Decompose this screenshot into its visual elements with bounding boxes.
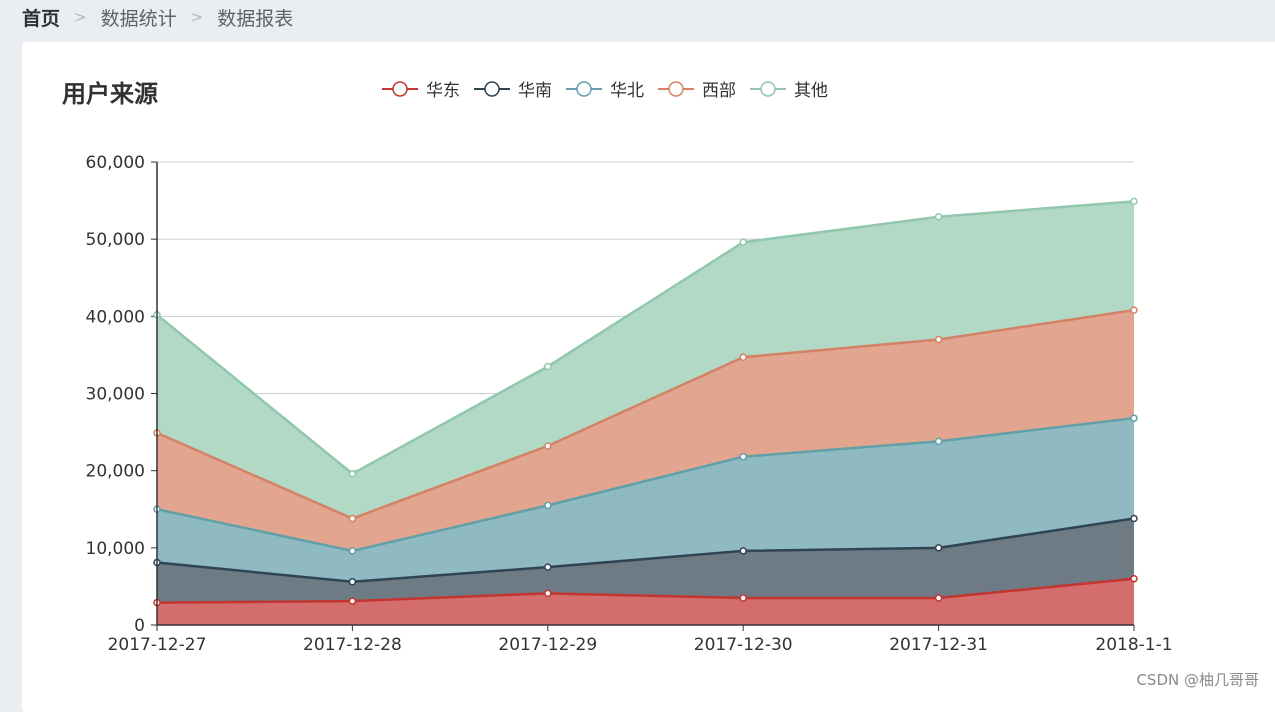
y-tick-label: 50,000 [86,230,145,250]
data-point [1130,306,1138,314]
legend-label: 华东 [426,81,460,101]
series-line-其他 [156,200,1135,476]
data-point [544,362,552,371]
data-point [739,353,747,361]
legend-marker-icon [382,80,418,97]
data-point [1130,414,1138,422]
y-tick-label: 0 [134,616,145,636]
legend-item[interactable]: 西部 [658,76,736,101]
card-title: 用户来源 [62,80,158,108]
x-tick-label: 2017-12-28 [303,635,402,655]
data-point [934,213,943,221]
x-tick-label: 2018-1-1 [1095,635,1172,655]
data-point [934,437,943,446]
data-point [348,470,357,478]
data-point [1130,574,1138,583]
area-西部 [157,310,1134,551]
data-point [934,544,943,552]
series-line-华东 [156,577,1135,604]
breadcrumb: 首页 > 数据统计 > 数据报表 [22,0,293,34]
legend-marker-icon [566,80,602,97]
series-line-西部 [156,308,1135,520]
area-其他 [157,201,1134,519]
legend-marker-icon [750,80,786,97]
legend-label: 华南 [518,81,552,101]
legend-item[interactable]: 华南 [474,76,552,101]
legend-item[interactable]: 华北 [566,76,644,101]
data-point [1130,514,1138,523]
legend-label: 华北 [610,81,644,101]
data-point [934,335,943,344]
legend-item[interactable]: 华东 [382,76,460,101]
data-point [1130,197,1138,206]
chart-legend: 华东 华南 华北 西部 其他 [382,76,842,101]
data-point [544,563,552,571]
x-tick-label: 2017-12-29 [498,635,597,655]
x-tick-label: 2017-12-30 [694,635,793,655]
y-tick-label: 20,000 [86,462,145,482]
breadcrumb-data-report: 数据报表 [217,7,294,30]
legend-marker-icon [658,80,694,97]
x-tick-label: 2017-12-27 [108,635,207,655]
area-华北 [157,418,1134,582]
breadcrumb-data-statistics[interactable]: 数据统计 [100,7,177,30]
series-line-华南 [156,517,1135,584]
legend-label: 西部 [702,81,736,101]
data-point [348,597,357,605]
legend-marker-icon [474,80,510,97]
data-point [934,594,943,602]
legend-label: 其他 [794,81,828,101]
area-华东 [157,578,1134,625]
x-tick-label: 2017-12-31 [889,635,988,655]
data-point [544,589,552,598]
y-tick-label: 10,000 [86,539,145,559]
breadcrumb-separator-icon: > [74,8,87,26]
data-point [739,547,747,555]
data-point [544,501,552,510]
breadcrumb-separator-icon: > [190,8,204,26]
y-tick-label: 40,000 [86,307,145,327]
y-tick-label: 60,000 [86,153,145,173]
data-point [348,514,357,523]
data-point [348,578,357,586]
legend-item[interactable]: 其他 [750,76,828,101]
data-point [348,547,357,555]
data-point [739,453,747,461]
data-point [739,238,747,247]
y-tick-label: 30,000 [86,385,145,405]
data-point [739,594,747,602]
breadcrumb-home[interactable]: 首页 [22,7,61,30]
area-华南 [157,518,1134,603]
series-line-华北 [156,416,1135,553]
watermark: CSDN @柚几哥哥 [1136,671,1259,689]
data-point [544,442,552,450]
